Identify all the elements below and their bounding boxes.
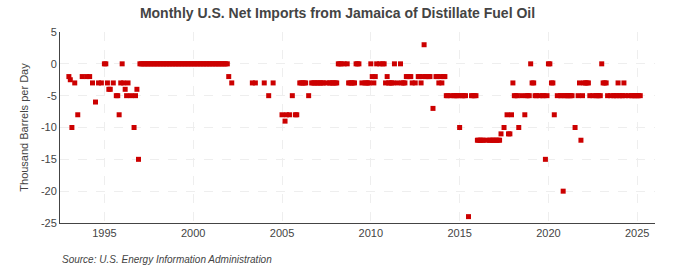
svg-text:1995: 1995 (92, 227, 116, 239)
svg-text:5: 5 (51, 26, 57, 38)
svg-text:-20: -20 (41, 185, 57, 197)
svg-text:Source: U.S. Energy Informatio: Source: U.S. Energy Information Administ… (62, 254, 272, 265)
svg-text:-15: -15 (41, 153, 57, 165)
svg-text:0: 0 (51, 58, 57, 70)
svg-text:2005: 2005 (270, 227, 294, 239)
svg-text:Thousand Barrels per Day: Thousand Barrels per Day (18, 63, 30, 192)
svg-text:Monthly U.S. Net Imports from: Monthly U.S. Net Imports from Jamaica of… (140, 5, 535, 21)
svg-text:2000: 2000 (181, 227, 205, 239)
svg-text:2015: 2015 (447, 227, 471, 239)
svg-text:-5: -5 (47, 90, 57, 102)
svg-text:-25: -25 (41, 217, 57, 229)
svg-text:2010: 2010 (359, 227, 383, 239)
svg-text:2025: 2025 (625, 227, 649, 239)
svg-text:-10: -10 (41, 121, 57, 133)
svg-text:2020: 2020 (536, 227, 560, 239)
